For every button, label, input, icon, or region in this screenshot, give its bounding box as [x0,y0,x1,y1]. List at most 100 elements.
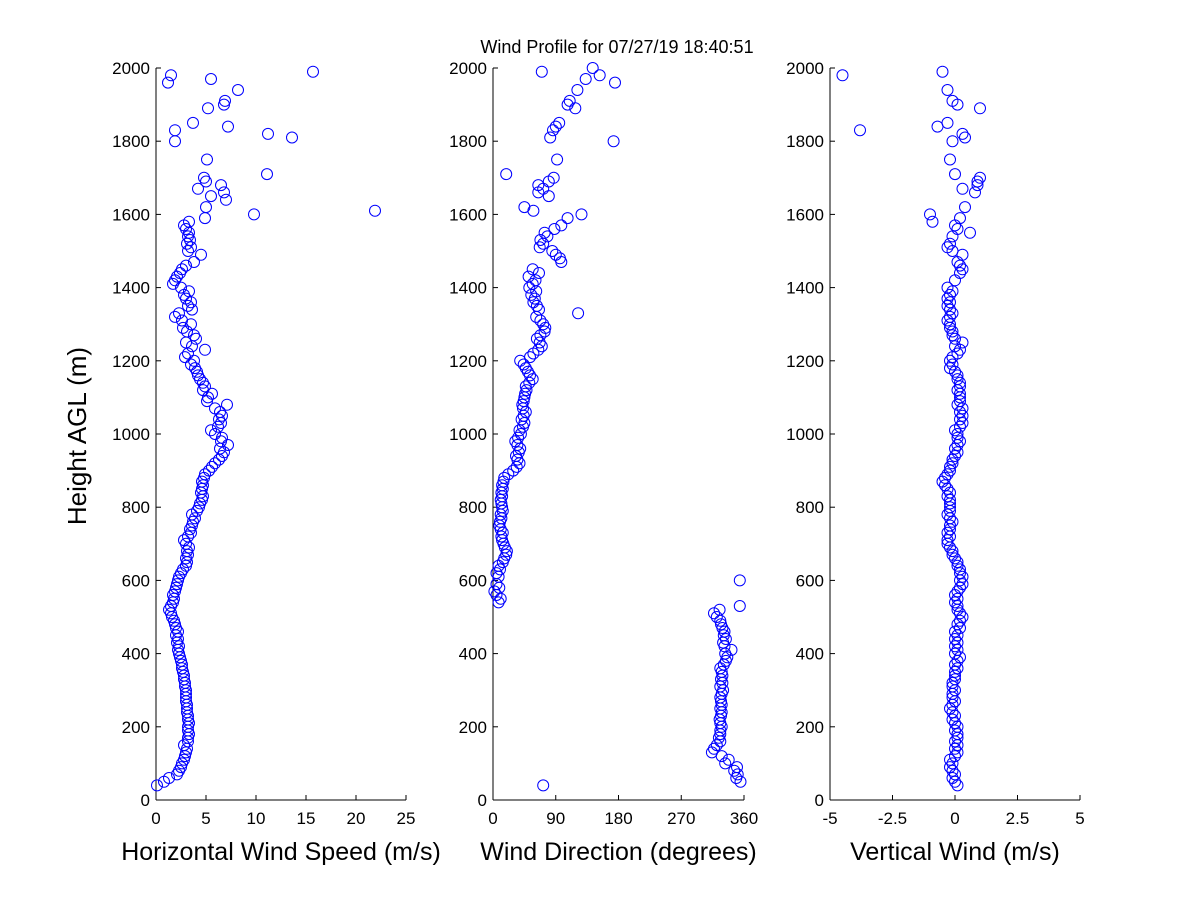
data-point [949,665,961,678]
data-point [951,592,964,605]
data-point [951,728,964,741]
data-point [954,395,966,408]
data-point [941,116,954,129]
data-point [949,340,961,353]
data-point [974,171,986,184]
data-point [949,775,961,788]
data-point [201,153,213,166]
data-point [286,131,298,144]
data-point [607,135,620,148]
data-point [944,519,956,532]
data-point [189,362,201,375]
y-tick-label: 1000 [449,425,487,444]
data-point [951,600,964,612]
data-point [944,310,956,323]
y-tick-label: 600 [796,571,824,590]
data-point [924,208,936,221]
data-point [524,369,536,382]
data-point [222,120,234,133]
data-point [941,84,954,96]
y-tick-label: 2000 [449,59,487,78]
data-point [526,277,539,290]
data-point [954,376,966,389]
data-point [524,351,536,364]
data-point [944,153,956,166]
data-point [205,190,217,203]
data-point [185,241,197,254]
data-point [533,336,546,349]
x-tick-label: 270 [667,809,695,828]
data-point [571,84,584,96]
y-tick-label: 400 [122,645,150,664]
data-point [951,446,964,459]
data-point [951,369,964,382]
panel-2: 0 200 400 600 800 1000 1200 1400 1600 1800 2000 0 90… [449,59,758,866]
data-point [946,135,959,148]
y-tick-label: 1800 [112,132,150,151]
y-tick-label: 1400 [786,279,824,298]
data-point [586,62,599,74]
data-point [949,450,961,462]
data-point [162,76,174,89]
data-point [964,226,976,239]
data-point [951,398,964,411]
data-point [575,208,588,221]
data-point [954,622,966,634]
data-point [954,607,966,620]
data-point [944,318,956,331]
data-point [183,285,195,298]
data-point [490,567,503,580]
data-point [181,325,193,338]
data-point [222,439,234,451]
y-tick-label: 0 [815,791,824,810]
data-point [572,307,585,320]
data-point [500,548,513,561]
panel-3: 0 200 400 600 800 1000 1200 1400 1600 1800 2000 -5 -… [786,59,1085,866]
data-point [951,559,964,572]
data-point [500,168,513,181]
data-point [956,417,969,429]
data-point [307,65,319,78]
data-point [221,398,233,411]
y-tick-label: 800 [796,498,824,517]
data-point [212,420,224,433]
data-point [541,230,554,243]
data-point [946,676,959,689]
data-point [954,420,966,433]
data-point [941,468,954,481]
data-point [530,332,543,345]
data-point [261,168,273,181]
data-point [526,263,539,276]
data-point [185,358,197,371]
data-point [205,424,217,437]
data-point [949,168,961,181]
y-tick-label: 2000 [786,59,824,78]
y-tick-label: 1600 [449,205,487,224]
data-point [944,493,956,506]
data-point [836,69,849,82]
data-point [954,581,966,594]
data-point [954,267,966,279]
data-point [971,175,984,188]
data-point [177,563,189,576]
data-point [213,413,225,426]
data-point [512,431,525,444]
data-point [941,241,954,254]
data-point [944,354,956,367]
data-point [165,69,177,82]
data-point [854,124,866,137]
data-point [199,343,211,356]
data-point [192,182,204,195]
data-point [725,643,738,656]
data-point [496,526,509,539]
data-point [517,395,530,408]
data-point [498,471,511,484]
data-point [941,526,954,539]
data-point [954,563,966,576]
data-point [731,761,743,774]
data-point [209,402,221,415]
data-point [946,457,959,470]
data-point [949,673,961,686]
